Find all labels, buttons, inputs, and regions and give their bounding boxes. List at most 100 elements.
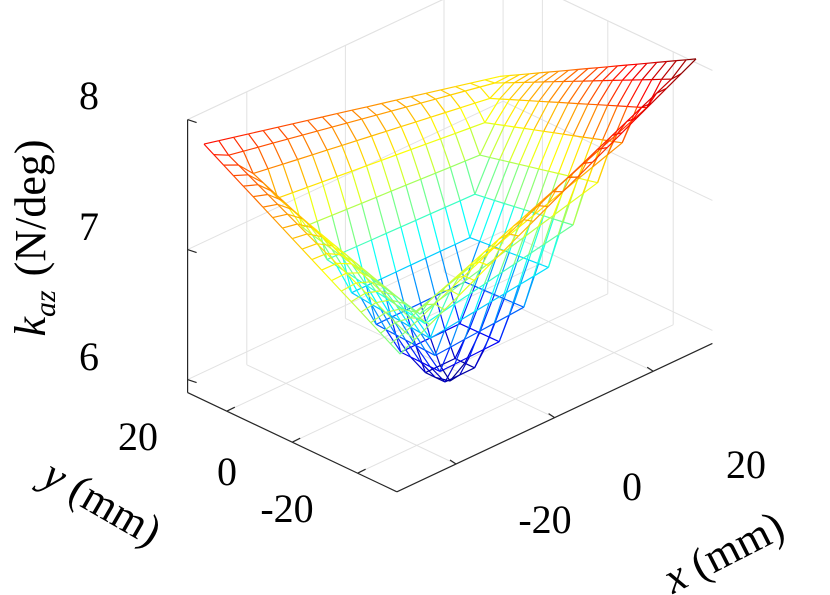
mesh-line: [277, 123, 293, 128]
mesh-line: [331, 272, 347, 282]
mesh-line: [429, 313, 441, 339]
mesh-line: [567, 80, 584, 104]
mesh-line: [493, 252, 510, 295]
mesh-line: [277, 203, 288, 215]
mesh-line: [458, 279, 475, 296]
mesh-line: [385, 329, 397, 336]
mesh-line: [425, 144, 437, 174]
mesh-line: [607, 142, 623, 156]
mesh-line: [519, 73, 530, 76]
mesh-line: [213, 154, 225, 166]
mesh-line: [463, 263, 475, 282]
mesh-line: [341, 254, 352, 265]
surface-mesh: [203, 58, 697, 383]
mesh-line: [578, 103, 588, 105]
mesh-line: [252, 196, 264, 208]
mesh-line: [567, 163, 584, 178]
mesh-line: [479, 332, 490, 338]
mesh-line: [504, 124, 515, 128]
mesh-line: [404, 331, 416, 340]
mesh-line: [429, 337, 441, 366]
z-tick-label: 8: [79, 73, 99, 118]
mesh-line: [488, 293, 505, 304]
mesh-line: [470, 79, 486, 84]
mesh-line: [336, 265, 353, 293]
mesh-line: [307, 181, 323, 188]
mesh-line: [479, 82, 495, 88]
mesh-line: [272, 142, 284, 165]
mesh-line: [262, 203, 278, 208]
mesh-line: [460, 102, 476, 109]
mesh-line: [478, 261, 490, 267]
mesh-line: [597, 80, 614, 106]
mesh-line: [533, 129, 544, 132]
mesh-line: [277, 203, 293, 211]
mesh-line: [370, 312, 386, 324]
mesh-line: [365, 165, 377, 198]
mesh-line: [375, 278, 387, 289]
mesh-line: [361, 114, 377, 120]
mesh-line: [331, 208, 348, 216]
mesh-line: [484, 341, 500, 350]
mesh-line: [449, 280, 465, 293]
mesh-line: [341, 140, 357, 146]
mesh-line: [636, 102, 653, 119]
mesh-line: [498, 315, 510, 342]
x-tick-label: -20: [518, 497, 571, 542]
mesh-line: [395, 154, 407, 186]
mesh-line: [301, 243, 318, 250]
mesh-line: [464, 362, 475, 369]
mesh-line: [399, 308, 411, 319]
mesh-line: [483, 238, 500, 253]
mesh-line: [627, 63, 638, 66]
mesh-line: [287, 138, 299, 160]
mesh-line: [306, 233, 323, 238]
mesh-line: [420, 98, 436, 104]
mesh-line: [493, 161, 510, 201]
mesh-line: [311, 154, 323, 183]
mesh-line: [474, 302, 490, 313]
mesh-line: [484, 159, 501, 198]
mesh-line: [429, 309, 446, 326]
mesh-line: [341, 254, 357, 264]
mesh-line: [449, 289, 460, 296]
mesh-line: [582, 161, 593, 165]
mesh-line: [513, 100, 530, 128]
mesh-line: [474, 157, 491, 195]
mesh-line: [552, 177, 569, 193]
mesh-line: [218, 136, 234, 142]
mesh-line: [301, 248, 313, 261]
mesh-line: [582, 104, 599, 138]
mesh-line: [351, 106, 367, 111]
mesh-line: [464, 275, 475, 281]
mesh-line: [415, 116, 431, 123]
mesh-line: [553, 132, 564, 135]
mesh-line: [425, 92, 437, 100]
mesh-line: [351, 171, 363, 204]
mesh-line: [641, 92, 658, 108]
mesh-line: [439, 278, 455, 293]
mesh-line: [504, 74, 520, 84]
mesh-line: [558, 172, 569, 177]
mesh-line: [297, 223, 313, 229]
mesh-line: [253, 193, 268, 198]
mesh-line: [262, 206, 274, 219]
mesh-line: [547, 190, 564, 204]
mesh-line: [459, 367, 475, 376]
mesh-line: [385, 131, 397, 156]
mesh-line: [478, 302, 490, 332]
mesh-line: [528, 131, 545, 167]
mesh-line: [503, 164, 520, 204]
mesh-line: [626, 117, 637, 122]
mesh-line: [395, 264, 412, 273]
mesh-line: [415, 121, 427, 145]
mesh-line: [454, 237, 471, 246]
mesh-line: [489, 82, 506, 99]
z-tick: [187, 249, 197, 254]
mesh-line: [282, 227, 293, 240]
mesh-line: [587, 80, 604, 105]
mesh-line: [474, 348, 485, 369]
mesh-line: [553, 218, 564, 223]
mesh-line: [356, 135, 372, 142]
mesh-line: [636, 79, 653, 108]
